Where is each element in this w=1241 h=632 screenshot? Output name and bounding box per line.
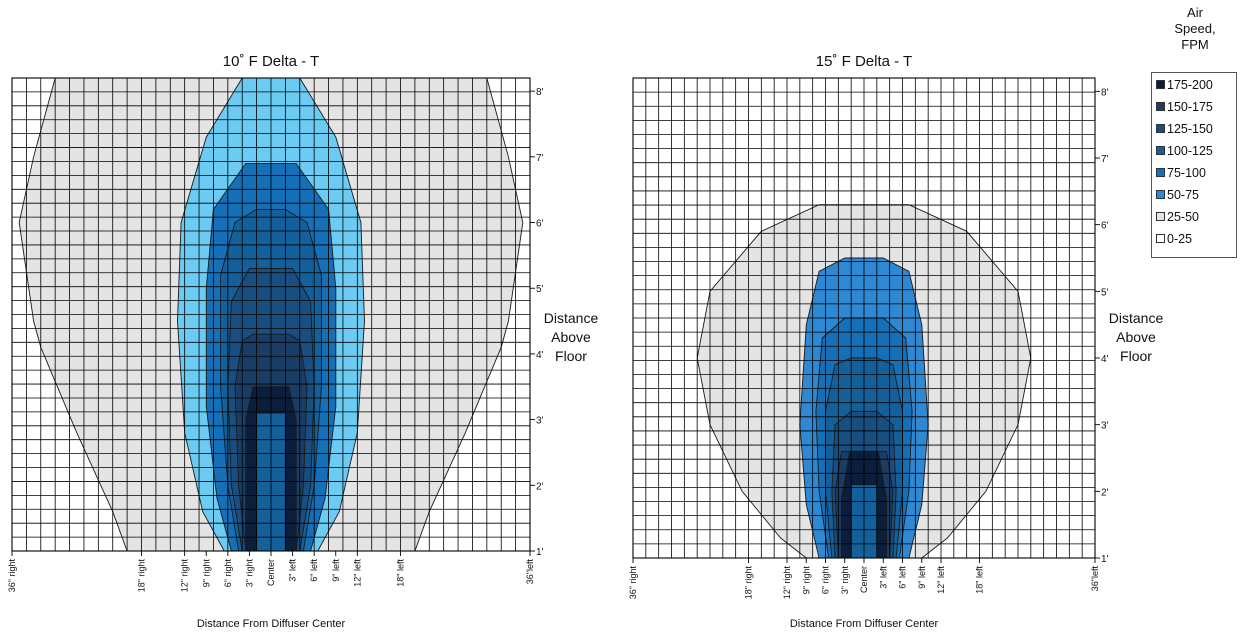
- x-tick-label: 12" left: [352, 559, 362, 587]
- legend-label: 50-75: [1167, 188, 1199, 202]
- x-tick-label: 6" right: [821, 566, 831, 595]
- legend-title-line2: Speed,: [1174, 21, 1216, 36]
- x-tick-label: 6" right: [223, 559, 233, 588]
- legend-label: 100-125: [1167, 144, 1213, 158]
- legend-swatch: [1156, 80, 1165, 90]
- x-tick-label: 6" left: [309, 559, 319, 582]
- legend-item: 100-125: [1156, 144, 1213, 158]
- x-tick-label: 9" left: [331, 559, 341, 582]
- y-tick-label: 5': [536, 284, 544, 295]
- y-tick-label: 3': [536, 416, 544, 427]
- x-tick-label: 18" left: [975, 566, 985, 594]
- legend-label: 150-175: [1167, 100, 1213, 114]
- x-tick-label: 12" right: [782, 566, 792, 600]
- y-tick-label: 6': [536, 219, 544, 230]
- x-tick-label: 12" left: [936, 566, 946, 594]
- x-tick-label: 3" right: [244, 559, 254, 588]
- x-tick-label: 18" left: [396, 559, 406, 587]
- y-tick-label: 1': [1101, 554, 1109, 565]
- legend-title-line1: Air: [1187, 5, 1203, 20]
- legend-item: 75-100: [1156, 166, 1206, 180]
- legend-swatch: [1156, 168, 1165, 178]
- legend-swatch: [1156, 212, 1165, 222]
- y-tick-label: 7': [536, 153, 544, 164]
- legend-label: 25-50: [1167, 210, 1199, 224]
- y-tick-label: 8': [1101, 87, 1109, 98]
- x-tick-label: Center: [266, 559, 276, 586]
- x-tick-label: 3" left: [288, 559, 298, 582]
- y-tick-label: 1': [536, 547, 544, 558]
- y-axis-label: Distance Above Floor: [544, 310, 599, 364]
- legend: 175-200 150-175 125-150 100-125 75-100 5…: [1151, 72, 1237, 258]
- legend-item: 175-200: [1156, 78, 1213, 92]
- y-tick-label: 4': [1101, 354, 1109, 365]
- chart-panel-10f: 10˚ F Delta - T 1' 2' 3' 4' 5' 6' 7' 8' 36" right…: [7, 53, 598, 630]
- x-tick-label: 9" left: [917, 566, 927, 589]
- y-axis-label: Distance Above Floor: [1109, 310, 1164, 364]
- x-tick-label: 36" right: [7, 559, 17, 593]
- x-tick-label: 36" right: [628, 566, 638, 600]
- y-tick-label: 6': [1101, 221, 1109, 232]
- x-tick-label: 9" right: [201, 559, 211, 588]
- legend-item: 25-50: [1156, 210, 1199, 224]
- legend-title: Air Speed, FPM: [1145, 5, 1241, 53]
- y-tick-label: 8': [536, 87, 544, 98]
- legend-item: 50-75: [1156, 188, 1199, 202]
- legend-swatch: [1156, 146, 1165, 156]
- y-tick-label: 3': [1101, 421, 1109, 432]
- x-tick-label: Center: [859, 566, 869, 593]
- legend-item: 150-175: [1156, 100, 1213, 114]
- y-tick-label: 7': [1101, 154, 1109, 165]
- y-tick-label: 2': [536, 481, 544, 492]
- x-tick-label: 12" right: [180, 559, 190, 593]
- y-tick-label: 2': [1101, 487, 1109, 498]
- legend-label: 0-25: [1167, 232, 1193, 246]
- legend-label: 75-100: [1167, 166, 1206, 180]
- y-tick-label: 5': [1101, 287, 1109, 298]
- x-tick-label: 36"left: [525, 559, 535, 585]
- x-tick-label: 18" right: [137, 559, 147, 593]
- legend-swatch: [1156, 102, 1165, 112]
- x-tick-label: 3" left: [878, 566, 888, 589]
- legend-swatch: [1156, 234, 1165, 244]
- chart-panel-15f: 15˚ F Delta - T 1' 2' 3' 4' 5' 6' 7' 8' 36" right…: [628, 53, 1163, 630]
- x-tick-label: 9" right: [801, 566, 811, 595]
- legend-swatch: [1156, 190, 1165, 200]
- legend-swatch: [1156, 124, 1165, 134]
- chart-title: 15˚ F Delta - T: [816, 53, 912, 70]
- chart-title: 10˚ F Delta - T: [223, 53, 319, 70]
- x-tick-label: 36"left: [1090, 566, 1100, 592]
- x-axis-label: Distance From Diffuser Center: [197, 618, 346, 630]
- legend-title-line3: FPM: [1181, 37, 1209, 52]
- x-tick-label: 6" left: [898, 566, 908, 589]
- y-tick-label: 4': [536, 350, 544, 361]
- x-tick-label: 18" right: [744, 566, 754, 600]
- x-axis-label: Distance From Diffuser Center: [790, 618, 939, 630]
- legend-label: 125-150: [1167, 122, 1213, 136]
- x-tick-label: 3" right: [840, 566, 850, 595]
- legend-label: 175-200: [1167, 78, 1213, 92]
- legend-item: 125-150: [1156, 122, 1213, 136]
- legend-item: 0-25: [1156, 232, 1192, 246]
